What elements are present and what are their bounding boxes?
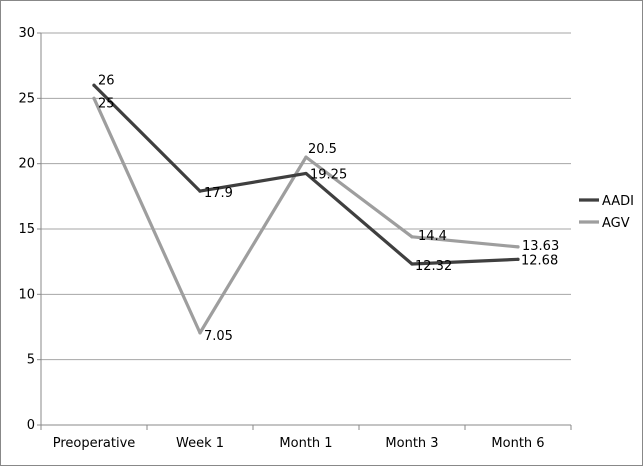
x-tick-label: Month 3 (385, 436, 438, 451)
y-tick-label: 0 (27, 418, 35, 433)
x-tick-label: Preoperative (53, 436, 136, 451)
x-tick-labels: Preoperative Week 1 Month 1 Month 3 Month 6 (53, 436, 545, 451)
data-point-agv (92, 96, 96, 100)
series-line-agv (92, 96, 520, 335)
y-tick-label: 5 (27, 353, 35, 368)
data-label-agv: 13.63 (522, 239, 559, 254)
x-tick-label: Month 1 (279, 436, 332, 451)
data-point-aadi (198, 189, 202, 193)
y-tick-label: 30 (18, 26, 35, 41)
data-point-aadi (92, 83, 96, 87)
series-lines (92, 83, 520, 335)
data-label-aadi: 12.68 (521, 253, 558, 268)
legend-label-agv: AGV (602, 216, 630, 231)
data-point-aadi (304, 171, 308, 176)
data-label-agv: 25 (98, 96, 115, 111)
data-point-aadi (410, 262, 414, 266)
data-point-agv (410, 235, 414, 239)
y-tick-label: 25 (18, 91, 35, 106)
legend-label-aadi: AADI (602, 194, 634, 209)
y-tick-labels: 0 5 10 15 20 25 30 (18, 26, 35, 433)
data-point-agv (198, 331, 202, 335)
data-point-aadi (516, 257, 520, 261)
gridlines (41, 32, 571, 361)
y-tick-label: 15 (18, 222, 35, 237)
data-label-aadi: 26 (98, 73, 115, 88)
data-label-agv: 14.4 (418, 229, 447, 244)
data-label-agv: 7.05 (204, 329, 233, 344)
x-tick-label: Week 1 (176, 436, 224, 451)
y-tick-label: 20 (18, 157, 35, 172)
data-label-aadi: 17.9 (204, 186, 233, 201)
axes (37, 32, 572, 430)
data-label-aadi: 19.25 (310, 167, 347, 182)
legend: AADI AGV (579, 194, 634, 231)
x-tick-label: Month 6 (491, 436, 544, 451)
y-tick-label: 10 (18, 287, 35, 302)
data-point-agv (304, 155, 308, 159)
data-label-aadi: 12.32 (415, 259, 452, 274)
data-labels: 26 17.9 19.25 12.32 12.68 25 7.05 20.5 14.4 13.63 (98, 73, 559, 344)
data-point-agv (516, 245, 520, 249)
data-label-agv: 20.5 (308, 142, 337, 157)
